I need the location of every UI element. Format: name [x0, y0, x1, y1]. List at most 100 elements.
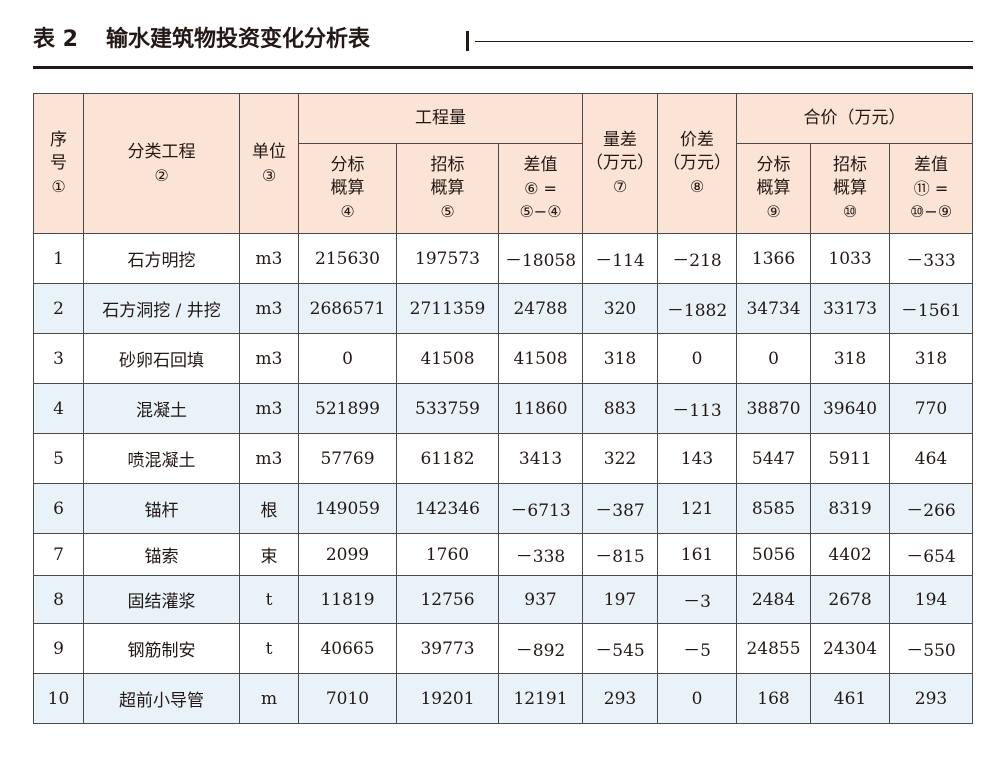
- cell-qty-bid: 40665: [298, 623, 397, 674]
- cell-seq: 3: [33, 333, 84, 384]
- header-qty-cost: 量差 （万元） ⑦: [582, 93, 659, 234]
- cell-qty-cost: －815: [582, 533, 659, 576]
- cell-seq: 1: [33, 233, 84, 284]
- cell-seq: 5: [33, 433, 84, 484]
- cell-total-tender: 4402: [810, 533, 891, 576]
- cell-total-tender: 33173: [810, 283, 891, 334]
- cell-category: 锚索: [83, 533, 240, 576]
- header-qty-tender: 招标 概算 ⑤: [396, 143, 499, 234]
- cell-qty-cost: －387: [582, 483, 659, 534]
- cell-seq: 2: [33, 283, 84, 334]
- cell-seq: 7: [33, 533, 84, 576]
- cell-price-cost: 143: [657, 433, 738, 484]
- cell-total-diff: －654: [889, 533, 974, 576]
- cell-qty-bid: 7010: [298, 673, 397, 724]
- cell-total-tender: 1033: [810, 233, 891, 284]
- header-qty-bid: 分标 概算 ④: [298, 143, 397, 234]
- cell-total-diff: －1561: [889, 283, 974, 334]
- cell-total-diff: －550: [889, 623, 974, 674]
- cell-total-bid: 5447: [736, 433, 812, 484]
- cell-total-diff: 318: [889, 333, 974, 384]
- table-row: 8 固结灌浆 t 11819 12756 937 197 －3 2484 2678 194: [33, 575, 974, 624]
- cell-price-cost: 0: [657, 673, 738, 724]
- cell-total-diff: －333: [889, 233, 974, 284]
- cell-total-diff: 194: [889, 575, 974, 624]
- cell-category: 石方洞挖 / 井挖: [83, 283, 240, 334]
- header-total-tender: 招标 概算 ⑩: [810, 143, 891, 234]
- cell-seq: 4: [33, 383, 84, 434]
- cell-seq: 8: [33, 575, 84, 624]
- cell-qty-bid: 11819: [298, 575, 397, 624]
- cell-qty-bid: 2099: [298, 533, 397, 576]
- cell-unit: t: [239, 575, 299, 624]
- table-row: 7 锚索束 2099 1760 －338 －815 161 5056 4402 －654: [33, 533, 974, 576]
- cell-qty-tender: 197573: [396, 233, 499, 284]
- header-category: 分类工程 ②: [83, 93, 240, 234]
- cell-category: 石方明挖: [83, 233, 240, 284]
- cell-qty-tender: 19201: [396, 673, 499, 724]
- cell-unit: m3: [239, 433, 299, 484]
- cell-qty-tender: 533759: [396, 383, 499, 434]
- header-qty-diff: 差值 ⑥ = ⑤−④: [497, 143, 584, 234]
- cell-total-bid: 8585: [736, 483, 812, 534]
- header-total-bid: 分标 概算 ⑨: [736, 143, 812, 234]
- cell-unit: m: [239, 673, 299, 724]
- cell-price-cost: －218: [657, 233, 738, 284]
- cell-category: 钢筋制安: [83, 623, 240, 674]
- cell-category: 混凝土: [83, 383, 240, 434]
- cell-qty-cost: －114: [582, 233, 659, 284]
- cell-unit: m3: [239, 333, 299, 384]
- table-row: 9 钢筋制安 t 40665 39773 －892 －545 －5 24855 24304 －550: [33, 623, 974, 674]
- cell-qty-diff: －892: [497, 623, 584, 674]
- cell-qty-tender: 2711359: [396, 283, 499, 334]
- cell-total-tender: 8319: [810, 483, 891, 534]
- cell-category: 固结灌浆: [83, 575, 240, 624]
- cell-price-cost: －3: [657, 575, 738, 624]
- cell-total-bid: 38870: [736, 383, 812, 434]
- cell-category: 超前小导管: [83, 673, 240, 724]
- cell-qty-bid: 215630: [298, 233, 397, 284]
- investment-table: 序 号 ① 分类工程 ② 单位 ③ 工程量 量差 （万元） ⑦ 价差 （万元） …: [33, 93, 974, 724]
- cell-total-diff: 293: [889, 673, 974, 724]
- cell-qty-cost: 883: [582, 383, 659, 434]
- cell-qty-diff: 24788: [497, 283, 584, 334]
- cell-total-bid: 5056: [736, 533, 812, 576]
- cell-qty-tender: 39773: [396, 623, 499, 674]
- cell-qty-bid: 57769: [298, 433, 397, 484]
- cell-total-tender: 24304: [810, 623, 891, 674]
- table-row: 5 喷混凝土 m3 57769 61182 3413 322 143 5447 5911 464: [33, 433, 974, 484]
- cell-total-tender: 39640: [810, 383, 891, 434]
- cell-qty-bid: 521899: [298, 383, 397, 434]
- cell-total-bid: 168: [736, 673, 812, 724]
- cell-seq: 9: [33, 623, 84, 674]
- cell-total-diff: 464: [889, 433, 974, 484]
- header-unit: 单位 ③: [239, 93, 299, 234]
- cell-price-cost: 121: [657, 483, 738, 534]
- cell-unit: m3: [239, 283, 299, 334]
- cell-total-diff: 770: [889, 383, 974, 434]
- cell-qty-tender: 142346: [396, 483, 499, 534]
- cell-total-bid: 1366: [736, 233, 812, 284]
- cell-qty-tender: 1760: [396, 533, 499, 576]
- table-body: 1 石方明挖 m3 215630 197573 －18058 －114 －218 1366 103…: [33, 233, 974, 724]
- cell-total-diff: －266: [889, 483, 974, 534]
- table-row: 10 超前小导管 m 7010 19201 12191 293 0 168 461 293: [33, 673, 974, 724]
- cell-qty-diff: －6713: [497, 483, 584, 534]
- cell-qty-cost: －545: [582, 623, 659, 674]
- cell-total-bid: 2484: [736, 575, 812, 624]
- cell-price-cost: －1882: [657, 283, 738, 334]
- cell-qty-tender: 41508: [396, 333, 499, 384]
- cell-qty-cost: 322: [582, 433, 659, 484]
- header-total-group: 合价（万元）: [736, 93, 974, 144]
- header-total-diff: 差值 ⑪ = ⑩−⑨: [889, 143, 974, 234]
- cell-total-bid: 34734: [736, 283, 812, 334]
- cell-unit: t: [239, 623, 299, 674]
- cell-price-cost: 0: [657, 333, 738, 384]
- cell-price-cost: 161: [657, 533, 738, 576]
- table-header: 序 号 ① 分类工程 ② 单位 ③ 工程量 量差 （万元） ⑦ 价差 （万元） …: [33, 93, 974, 234]
- cell-unit: 束: [239, 533, 299, 576]
- cell-qty-diff: 11860: [497, 383, 584, 434]
- table-row: 3 砂卵石回填 m3 0 41508 41508 318 0 0 318 318: [33, 333, 974, 384]
- cell-total-bid: 24855: [736, 623, 812, 674]
- cell-total-tender: 5911: [810, 433, 891, 484]
